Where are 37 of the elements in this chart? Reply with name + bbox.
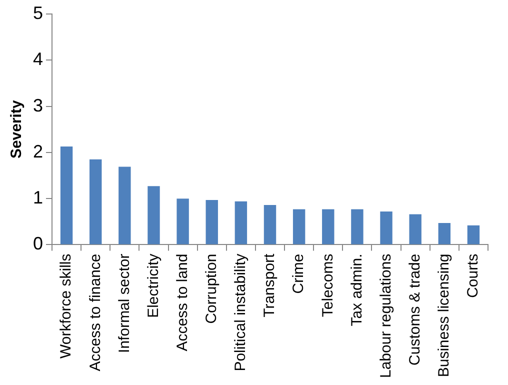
bar — [148, 186, 160, 244]
bar — [438, 223, 451, 244]
x-tick-label: Business licensing — [436, 254, 453, 378]
x-tick-label: Customs & trade — [406, 254, 424, 366]
y-axis-title: Severity — [8, 100, 26, 159]
y-tick-label: 3 — [32, 95, 44, 116]
x-tick-label: Tax admin. — [348, 254, 366, 326]
x-tick-label: Political instability — [232, 253, 250, 372]
x-tick-label: Labour regulations — [377, 254, 394, 378]
x-tick-label: Courts — [464, 254, 482, 298]
x-tick-label: Electricity — [144, 253, 162, 318]
y-tick-label: 5 — [32, 2, 44, 23]
bar — [234, 201, 248, 244]
bar — [206, 200, 218, 244]
y-tick-label: 4 — [32, 49, 44, 70]
bar — [118, 166, 131, 244]
bar — [380, 212, 392, 244]
bar — [409, 214, 422, 244]
x-tick-label: Transport — [261, 252, 278, 318]
y-tick-label: 1 — [32, 188, 44, 208]
bar — [351, 209, 364, 244]
bar — [322, 209, 334, 244]
x-tick-label: Informal sector — [116, 254, 133, 353]
x-tick-label: Crime — [290, 254, 308, 294]
bar — [467, 225, 480, 244]
y-tick-label: 0 — [32, 234, 44, 254]
x-tick-label: Telecoms — [319, 254, 336, 318]
bar — [264, 205, 276, 244]
x-tick-label: Access to land — [174, 254, 191, 352]
bar — [90, 159, 102, 244]
y-tick-label: 2 — [32, 141, 44, 162]
x-tick-label: Workforce skills — [58, 254, 75, 358]
x-tick-label: Corruption — [203, 254, 220, 324]
bar — [176, 198, 189, 244]
bar — [292, 209, 306, 244]
bar — [60, 146, 73, 244]
x-tick-label: Access to finance — [86, 254, 104, 372]
